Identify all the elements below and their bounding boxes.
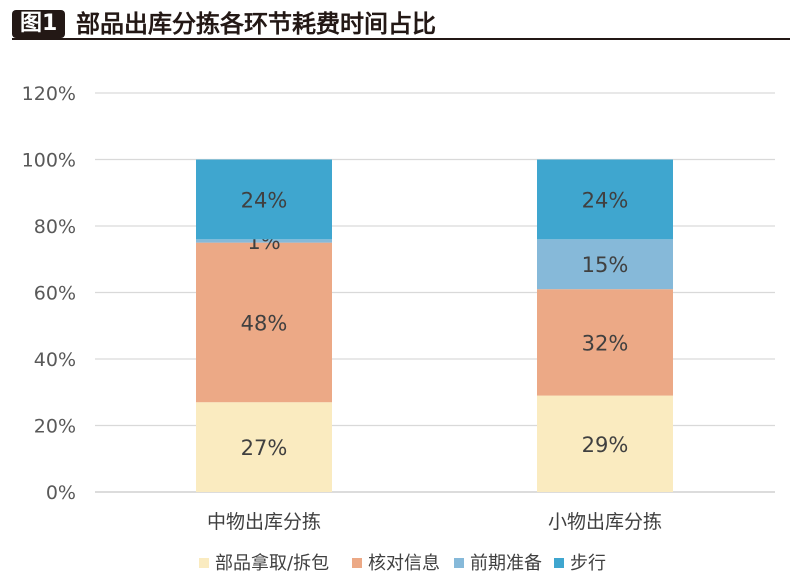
bar-segment (196, 242, 332, 403)
legend-label: 前期准备 (470, 553, 542, 574)
title-underline (12, 38, 790, 40)
chart-title: 部品出库分拣各环节耗费时间占比 (76, 10, 436, 38)
bar-segment (196, 159, 332, 240)
bar-segment (196, 402, 332, 492)
y-tick-label: 100% (22, 150, 76, 172)
y-tick-label: 120% (22, 83, 76, 105)
data-label: 32% (582, 331, 629, 355)
data-label: 27% (241, 436, 288, 460)
data-label: 24% (241, 188, 288, 212)
data-label: 15% (582, 253, 629, 277)
y-tick-label: 40% (34, 349, 76, 371)
legend-label: 步行 (570, 553, 606, 574)
x-category-label: 小物出库分拣 (548, 511, 662, 533)
bar-segment (537, 395, 673, 492)
legend-swatch (352, 558, 362, 568)
figure-number-badge: 图1 (12, 10, 66, 38)
data-label: 48% (241, 311, 288, 335)
data-label: 29% (582, 433, 629, 457)
bar-segment (537, 239, 673, 290)
figure-header: 图1 部品出库分拣各环节耗费时间占比 (12, 4, 790, 40)
legend-label: 核对信息 (368, 553, 440, 574)
legend-swatch (454, 558, 464, 568)
y-tick-label: 20% (34, 416, 76, 438)
legend-swatch (199, 558, 209, 568)
x-category-label: 中物出库分拣 (207, 511, 321, 533)
y-tick-label: 80% (34, 216, 76, 238)
data-label: 24% (582, 188, 629, 212)
legend-label: 部品拿取/拆包 (215, 552, 329, 574)
y-tick-label: 0% (46, 482, 76, 504)
bar-segment (196, 239, 332, 243)
bar-segment (537, 289, 673, 396)
legend-swatch (554, 558, 564, 568)
bar-segment (537, 159, 673, 240)
y-tick-label: 60% (34, 283, 76, 305)
